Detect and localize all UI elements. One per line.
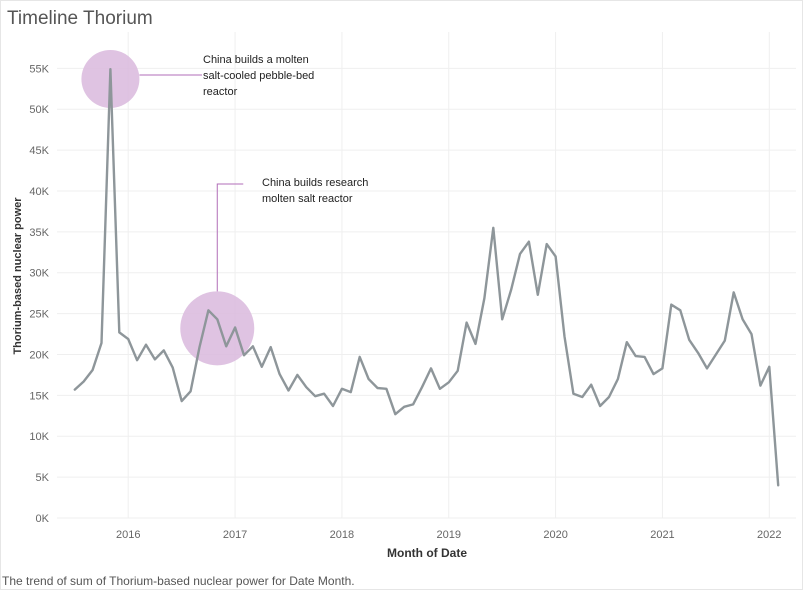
y-axis-label: Thorium-based nuclear power: [12, 197, 24, 355]
x-tick-label: 2021: [650, 529, 674, 541]
grid-lines: [57, 32, 796, 519]
y-tick-label: 45K: [29, 145, 49, 157]
annotations: China builds a molten salt-cooled pebble-…: [139, 54, 368, 292]
annotation-text-line: molten salt reactor: [262, 193, 353, 205]
y-tick-label: 25K: [29, 309, 49, 321]
annotation-text-line: China builds a molten: [203, 54, 309, 66]
y-tick-label: 40K: [29, 186, 49, 198]
x-tick-label: 2019: [437, 529, 461, 541]
y-tick-label: 50K: [29, 104, 49, 116]
y-tick-label: 30K: [29, 268, 49, 280]
page-title: Timeline Thorium: [7, 8, 153, 29]
x-tick-label: 2017: [223, 529, 247, 541]
axis-ticks: 0K 5K 10K 15K 20K 25K 30K 35K 40K 45K 50K 55K 2016 20…: [29, 63, 781, 541]
x-axis-label: Month of Date: [387, 546, 467, 560]
series-line: [73, 67, 780, 487]
y-tick-label: 15K: [29, 390, 49, 402]
annotation-text-line: reactor: [203, 86, 238, 98]
y-tick-label: 55K: [29, 63, 49, 75]
x-tick-label: 2022: [757, 529, 781, 541]
y-tick-label: 35K: [29, 227, 49, 239]
x-tick-label: 2020: [543, 529, 567, 541]
y-tick-label: 20K: [29, 349, 49, 361]
y-tick-label: 0K: [36, 513, 50, 525]
annotation-leader: [216, 183, 244, 292]
y-tick-label: 5K: [36, 472, 50, 484]
series-line-group: [73, 67, 780, 487]
x-tick-label: 2016: [116, 529, 140, 541]
chart-caption: The trend of sum of Thorium-based nuclea…: [2, 574, 355, 588]
annotation-text-line: salt-cooled pebble-bed: [203, 70, 314, 82]
x-tick-label: 2018: [330, 529, 354, 541]
y-tick-label: 10K: [29, 431, 49, 443]
annotation-text-line: China builds research: [262, 177, 368, 189]
